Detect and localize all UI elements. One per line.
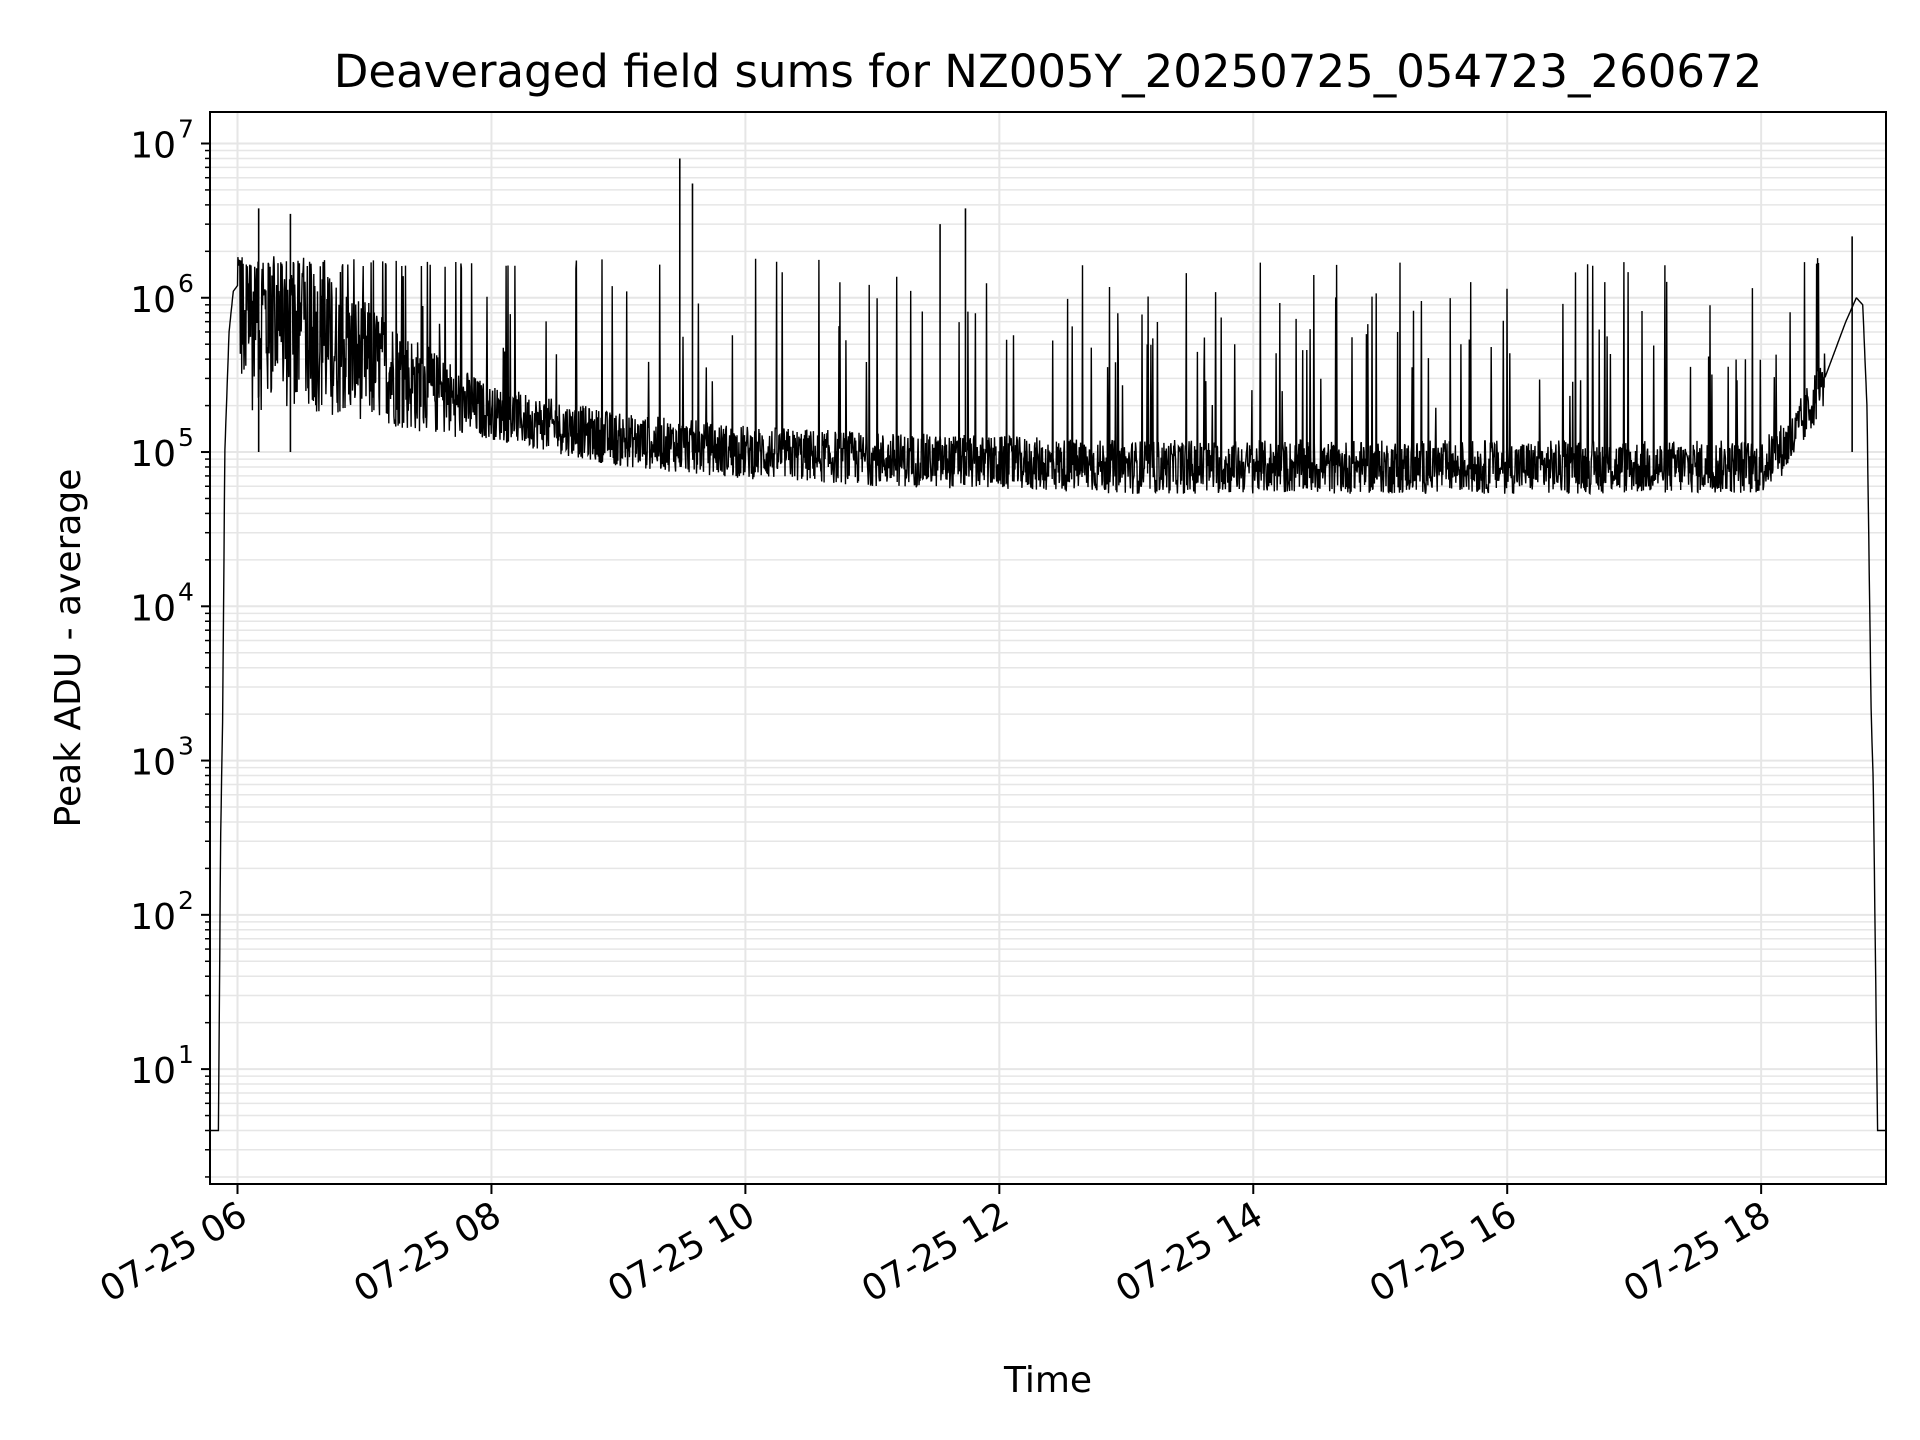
y-tick-exponent: 4 xyxy=(178,577,194,606)
y-axis-label: Peak ADU - average xyxy=(48,469,89,828)
x-tick-label: 07-25 16 xyxy=(1363,1194,1524,1310)
y-tick-exponent: 6 xyxy=(178,269,194,298)
y-tick-label: 10 xyxy=(130,125,176,166)
y-tick-exponent: 7 xyxy=(178,114,194,143)
y-tick-label: 10 xyxy=(130,897,176,938)
x-tick-label: 07-25 18 xyxy=(1617,1194,1778,1310)
data-line xyxy=(210,256,1886,1132)
data-series xyxy=(210,158,1886,1132)
y-tick-label: 10 xyxy=(130,743,176,784)
y-tick-exponent: 2 xyxy=(178,886,194,915)
x-axis-label: Time xyxy=(1003,1360,1092,1401)
y-tick-label: 10 xyxy=(130,280,176,321)
x-tick-label: 07-25 06 xyxy=(93,1194,254,1310)
x-tick-label: 07-25 08 xyxy=(347,1194,508,1310)
x-tick-label: 07-25 12 xyxy=(855,1194,1016,1310)
y-tick-exponent: 3 xyxy=(178,732,194,761)
x-tick-label: 07-25 14 xyxy=(1109,1194,1270,1310)
y-tick-label: 10 xyxy=(130,434,176,475)
plot-frame xyxy=(209,111,1887,1185)
chart-title: Deaveraged field sums for NZ005Y_2025072… xyxy=(334,45,1763,98)
x-tick-label: 07-25 10 xyxy=(601,1194,762,1310)
y-tick-exponent: 5 xyxy=(178,423,194,452)
y-tick-label: 10 xyxy=(130,1051,176,1092)
y-tick-exponent: 1 xyxy=(178,1040,194,1069)
y-tick-label: 10 xyxy=(130,588,176,629)
